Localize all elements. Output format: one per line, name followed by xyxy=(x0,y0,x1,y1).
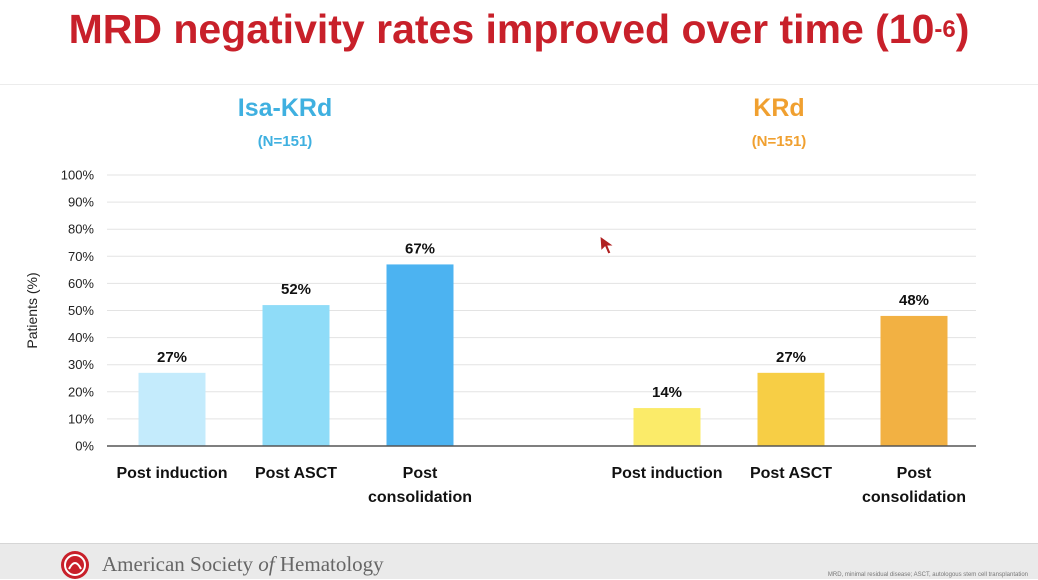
pointer-arrow-icon xyxy=(599,234,616,255)
bar-value-label: 27% xyxy=(157,349,187,366)
bar-value-label: 27% xyxy=(776,349,806,366)
ash-logo-icon xyxy=(61,551,89,579)
y-tick-label: 0% xyxy=(75,439,94,454)
bar-chart: 0% 10% 20% 30% 40% 50% 60% 70% 80% 90% 100% Patient… xyxy=(24,168,976,506)
x-category-label: Post induction xyxy=(611,465,722,482)
x-category-label: Post induction xyxy=(116,465,227,482)
x-category-label: Post xyxy=(897,465,932,482)
footer-bar: American Society of Hematology MRD, mini… xyxy=(0,543,1038,579)
bar-value-label: 52% xyxy=(281,281,311,298)
bar xyxy=(138,372,206,446)
x-category-label: consolidation xyxy=(368,489,472,506)
title-divider xyxy=(0,84,1038,85)
bar xyxy=(633,408,701,446)
bar xyxy=(386,264,454,446)
y-axis-label: Patients (%) xyxy=(24,272,40,348)
y-tick-label: 90% xyxy=(68,195,94,210)
y-tick-label: 100% xyxy=(61,168,95,183)
slide-title-end: ) xyxy=(955,6,970,52)
y-tick-label: 80% xyxy=(68,222,94,237)
y-tick-label: 50% xyxy=(68,303,94,318)
group-n-krd: (N=151) xyxy=(751,133,807,150)
bar-value-label: 67% xyxy=(405,240,435,257)
y-tick-label: 60% xyxy=(68,276,94,291)
bar xyxy=(757,372,825,446)
bar xyxy=(880,315,948,446)
y-tick-label: 40% xyxy=(68,330,94,345)
organization-name: American Society of Hematology xyxy=(102,552,384,576)
bar-value-label: 48% xyxy=(899,292,929,309)
footnote: MRD, minimal residual disease; ASCT, aut… xyxy=(827,572,1028,578)
bar-value-label: 14% xyxy=(652,384,682,401)
y-tick-label: 20% xyxy=(68,384,94,399)
y-tick-label: 30% xyxy=(68,357,94,372)
slide-title-main: MRD negativity rates improved over time … xyxy=(68,6,935,52)
x-category-label: Post xyxy=(403,465,438,482)
group-title-krd: KRd xyxy=(753,94,805,122)
y-tick-label: 10% xyxy=(68,411,94,426)
y-tick-label: 70% xyxy=(68,249,94,264)
x-category-label: consolidation xyxy=(862,489,966,506)
group-n-isa-krd: (N=151) xyxy=(257,133,313,150)
x-category-label: Post ASCT xyxy=(255,465,337,482)
slide-title-exponent: -6 xyxy=(934,16,956,43)
x-category-label: Post ASCT xyxy=(750,465,832,482)
slide-title: MRD negativity rates improved over time … xyxy=(0,6,1038,53)
group-title-isa-krd: Isa-KRd xyxy=(237,94,333,122)
bar xyxy=(262,305,330,446)
